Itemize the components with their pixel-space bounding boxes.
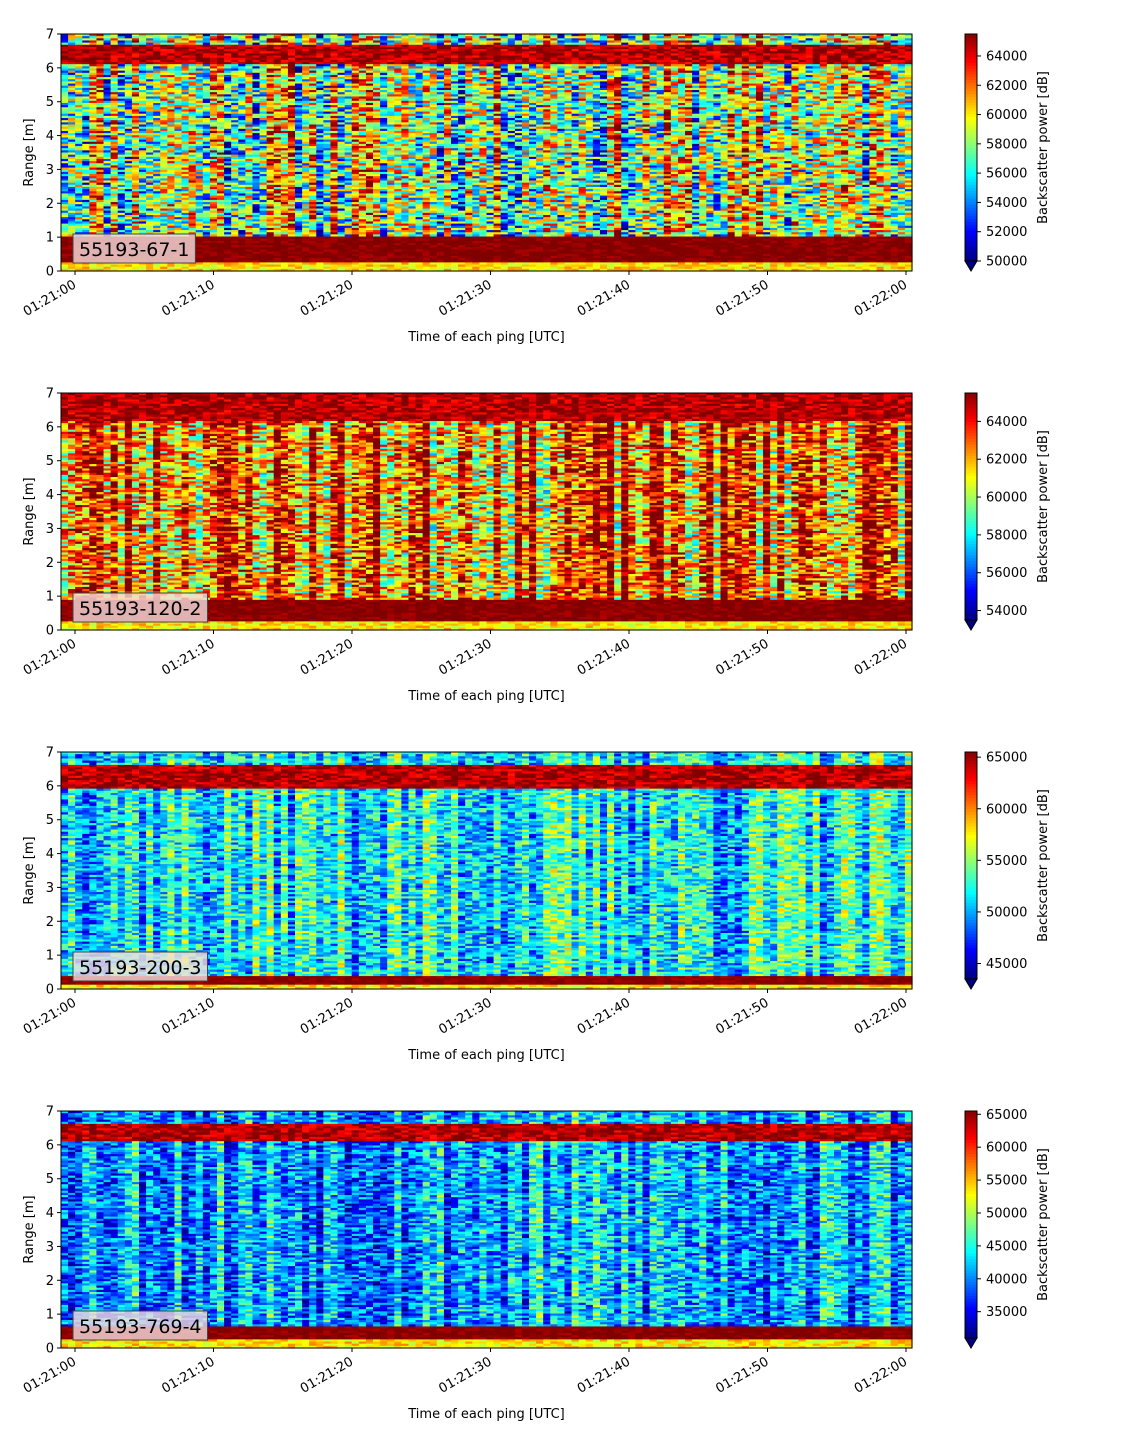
chart-panel-1: 0123456701:21:00 01:21:10 01:21:20 01:21:30… [21, 28, 1051, 346]
